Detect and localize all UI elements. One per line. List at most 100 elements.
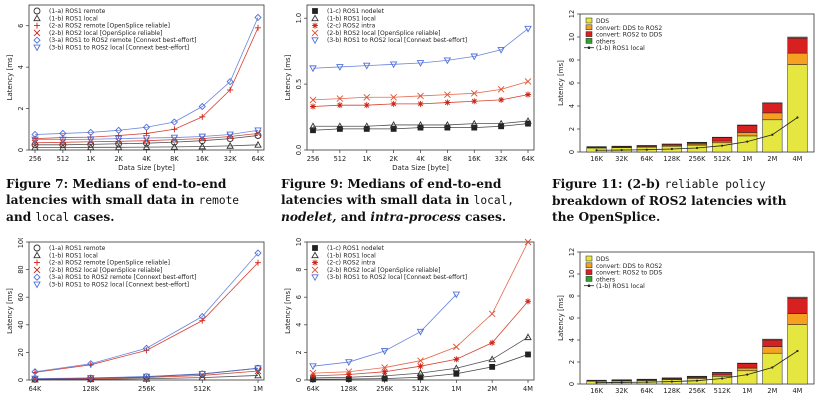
data-point <box>362 122 371 130</box>
data-point <box>497 119 505 127</box>
x-tick-label: 4M <box>792 155 802 163</box>
y-tick-label: 10 <box>568 33 576 41</box>
y-axis-label: Latency [ms] <box>557 60 565 106</box>
caption-code: reliable policy <box>664 178 766 191</box>
data-point <box>310 127 316 134</box>
series-line <box>35 135 259 146</box>
data-point <box>59 136 67 144</box>
y-tick-label: 60 <box>17 293 25 301</box>
data-point <box>390 126 397 132</box>
data-point <box>199 317 206 324</box>
x-tick-label: 512K <box>714 387 732 395</box>
x-tick-label: 64K <box>640 155 653 163</box>
x-tick-label: 512K <box>194 385 212 393</box>
y-tick-label: 6 <box>568 81 576 85</box>
y-axis-label: Latency [ms] <box>284 54 292 100</box>
data-point <box>416 121 425 128</box>
data-point <box>796 349 799 353</box>
x-tick-label: 256K <box>689 155 707 163</box>
legend-label: (1-c) ROS1 nodelet <box>327 8 385 15</box>
figure-9-svg: 0.0 0.5 1.0 Latency [ms] 256 512 1K 2K 4K 8K 16K 32… <box>284 4 535 172</box>
data-point <box>470 53 479 61</box>
data-point <box>309 65 317 73</box>
x-axis-label: Data Size [byte] <box>392 164 449 172</box>
data-point <box>255 259 261 266</box>
caption-text: cases. <box>465 210 507 224</box>
legend-label: (3-b) ROS1 to ROS2 local [Connext best-e… <box>49 282 189 289</box>
data-point <box>381 364 388 371</box>
data-point <box>142 344 151 352</box>
data-point <box>345 373 353 381</box>
x-tick-label: 32K <box>615 155 628 163</box>
series-line <box>312 294 457 367</box>
caption-text: breakdown of ROS2 latencies with <box>552 194 787 208</box>
x-tick-label: 64K <box>29 385 42 393</box>
data-point <box>525 91 531 98</box>
data-point <box>59 143 67 151</box>
y-tick-label: 6 <box>295 295 303 299</box>
x-tick-label: 512K <box>714 155 732 163</box>
series-line <box>312 81 529 101</box>
bar-segment <box>787 36 808 39</box>
y-tick-label: 4 <box>295 323 303 327</box>
legend-marker <box>311 266 319 274</box>
data-point <box>114 126 123 134</box>
series-line <box>34 367 259 380</box>
x-tick-label: 1M <box>451 385 461 393</box>
legend-marker <box>33 7 41 15</box>
legend-marker <box>312 245 318 251</box>
data-point <box>453 356 460 363</box>
data-point <box>31 136 39 144</box>
data-point <box>746 373 749 376</box>
legend-swatch <box>585 38 593 44</box>
data-point <box>363 102 370 109</box>
x-tick-label: 64K <box>252 155 265 163</box>
data-point <box>389 121 398 128</box>
legend-label: (2-b) ROS2 local [OpenSplice reliable] <box>49 30 162 37</box>
data-point <box>380 371 389 379</box>
bar-segment <box>712 140 733 144</box>
data-point <box>254 13 262 22</box>
caption-label: Figure 9: <box>281 177 344 191</box>
x-tick-label: 64K <box>640 387 653 395</box>
data-point <box>31 143 39 151</box>
bar-segment <box>737 367 758 372</box>
x-tick-label: 256 <box>307 155 320 163</box>
legend-swatch <box>585 255 593 262</box>
figure-9-caption: Figure 9: Medians of end-to-end latencie… <box>281 176 549 225</box>
data-point <box>488 355 496 363</box>
legend-label: (1-c) ROS1 nodelet <box>327 245 385 252</box>
caption-label: Figure 11: <box>552 177 623 191</box>
data-point <box>199 113 206 120</box>
figure-11-caption: Figure 11: (2-b) reliable policy breakdo… <box>552 176 820 225</box>
data-point <box>336 64 344 71</box>
y-tick-label: 2 <box>17 106 25 110</box>
bar-segment <box>712 137 733 142</box>
y-tick-label: 4 <box>17 65 25 69</box>
caption-code: remote <box>198 194 240 207</box>
x-tick-label: 32K <box>224 155 237 163</box>
legend-label: (2-b) ROS2 local [OpenSplice reliable] <box>327 267 440 274</box>
data-point <box>254 127 262 135</box>
data-point <box>524 78 532 85</box>
data-point <box>471 98 478 105</box>
bar-segment <box>787 52 808 65</box>
legend-label: (3-b) ROS1 to ROS2 local [Connext best-e… <box>327 274 467 281</box>
data-point <box>345 359 353 366</box>
y-tick-label: 0.5 <box>295 79 303 90</box>
bar-segment <box>762 352 783 385</box>
bar-segment <box>737 362 758 364</box>
caption-text: the OpenSplice. <box>552 210 661 224</box>
data-point <box>114 135 123 143</box>
legend-marker <box>33 273 41 281</box>
x-tick-label: 128K <box>663 155 681 163</box>
y-tick-label: 0 <box>17 378 25 382</box>
y-tick-label: 1.0 <box>295 13 303 24</box>
x-tick-label: 512 <box>57 155 70 163</box>
figure-9-chart: 0.0 0.5 1.0 Latency [ms] 256 512 1K 2K 4K 8K 16K 32… <box>278 0 540 175</box>
data-point <box>453 343 460 351</box>
x-tick-label: 4M <box>523 385 533 393</box>
legend-marker <box>33 244 41 252</box>
x-tick-label: 256K <box>138 385 156 393</box>
data-point <box>452 291 461 299</box>
